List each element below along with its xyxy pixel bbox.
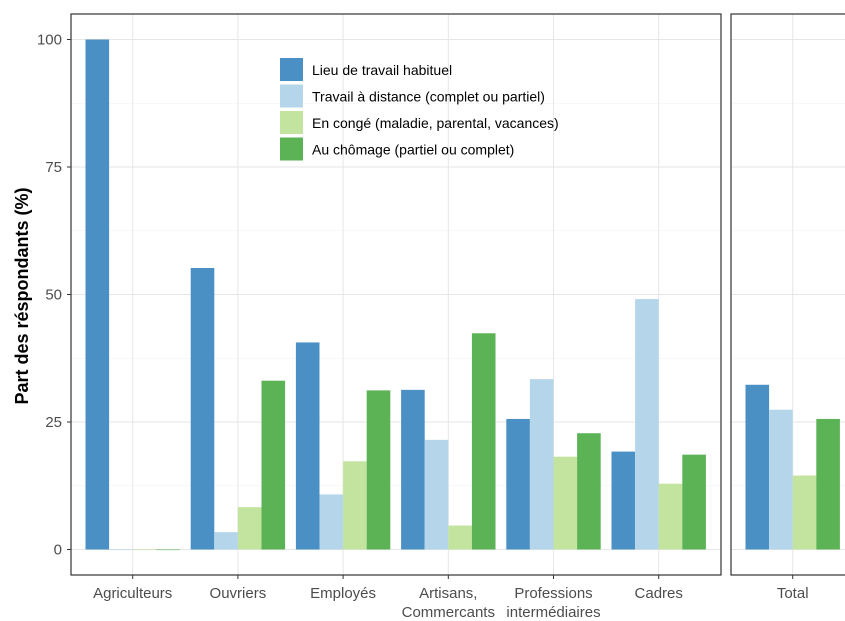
- y-tick-label: 0: [54, 542, 62, 559]
- bar: [156, 549, 180, 551]
- bar: [295, 342, 320, 550]
- bar: [658, 483, 683, 550]
- y-tick-label: 75: [45, 159, 62, 176]
- bar: [553, 456, 578, 550]
- y-tick-label: 25: [45, 414, 62, 431]
- bar: [635, 299, 659, 550]
- legend-swatch: [280, 58, 303, 81]
- legend-label: En congé (maladie, parental, vacances): [312, 115, 559, 131]
- bar: [109, 549, 133, 551]
- y-axis-title: Part des réspondants (%): [12, 187, 32, 404]
- x-tick-label: Total: [777, 585, 809, 602]
- bar: [682, 454, 706, 550]
- bar: [343, 461, 367, 550]
- legend-label: Au chômage (partiel ou complet): [312, 142, 514, 158]
- bar: [132, 549, 157, 551]
- bar: [424, 439, 449, 550]
- bar: [529, 379, 554, 550]
- bar: [745, 384, 770, 550]
- legend-swatch: [280, 111, 303, 134]
- bar: [611, 451, 636, 550]
- legend-label: Travail à distance (complet ou partiel): [312, 89, 545, 105]
- x-tick-label: Professions: [514, 585, 592, 602]
- legend: Lieu de travail habituel Travail à distan…: [280, 58, 559, 161]
- bar: [85, 39, 110, 550]
- bar: [577, 433, 601, 550]
- legend-label: Lieu de travail habituel: [312, 62, 452, 78]
- bar: [366, 390, 391, 550]
- bar: [401, 389, 425, 550]
- x-tick-label: Cadres: [635, 585, 683, 602]
- panel-frame: [730, 13, 845, 576]
- x-tick-label: Commercants: [402, 604, 495, 621]
- bar: [214, 532, 238, 550]
- axis-layer: Agriculteurs Ouvriers Employés Artisans, Com…: [37, 32, 809, 621]
- bar: [769, 409, 793, 550]
- x-tick-label: Ouvriers: [210, 585, 267, 602]
- y-tick-label: 50: [45, 287, 62, 304]
- bar: [319, 494, 344, 550]
- bar: [237, 507, 262, 550]
- bar: [471, 333, 496, 550]
- bar-layer: [85, 39, 840, 551]
- x-tick-label: Artisans,: [419, 585, 477, 602]
- bar: [190, 267, 215, 550]
- bar: [506, 418, 530, 550]
- x-tick-label: Agriculteurs: [93, 585, 172, 602]
- bar: [816, 418, 840, 550]
- x-tick-label: intermédiaires: [506, 604, 600, 621]
- x-tick-label: Employés: [310, 585, 376, 602]
- bar: [792, 475, 817, 550]
- bar: [448, 525, 472, 550]
- bar: [261, 380, 286, 550]
- legend-swatch: [280, 84, 303, 108]
- y-tick-label: 100: [37, 32, 62, 49]
- legend-swatch: [280, 137, 303, 161]
